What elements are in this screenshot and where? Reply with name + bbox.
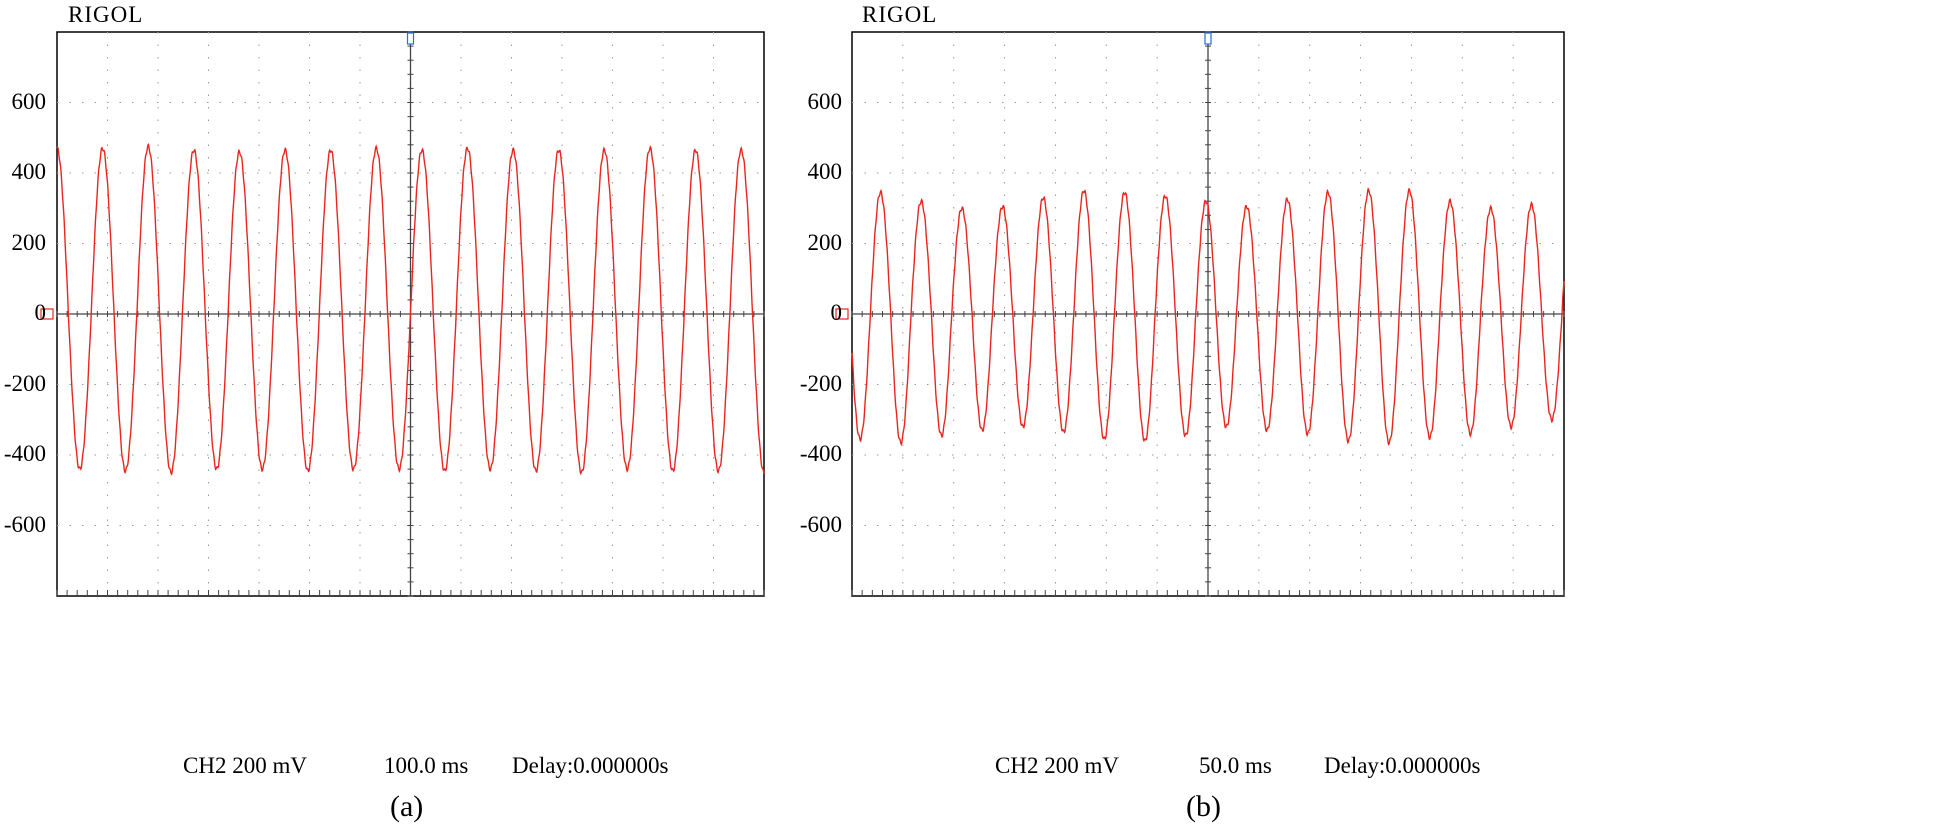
waveform-ch2 xyxy=(56,143,765,476)
channel-label: CH2 200 mV xyxy=(183,753,307,778)
channel-label: CH2 200 mV xyxy=(995,753,1119,778)
scope-panel-a: RIGOL 600 400 200 0 -200 -400 -600 CH2 200 mV … xyxy=(0,0,960,837)
y-tick-label: -400 xyxy=(3,441,46,466)
y-tick-label: 0 xyxy=(34,300,47,325)
y-tick-label: 600 xyxy=(11,88,47,114)
brand-label: RIGOL xyxy=(68,2,144,27)
channel-marker-icon xyxy=(40,308,54,320)
caption-a: (a) xyxy=(390,790,424,823)
y-tick-label: -600 xyxy=(3,511,46,537)
plot-area-a xyxy=(40,31,765,597)
y-tick-label: 600 xyxy=(807,88,843,114)
trigger-marker-icon xyxy=(406,32,415,45)
plot-area-b xyxy=(835,31,1565,597)
y-tick-label: -400 xyxy=(799,441,842,466)
scope-panel-b: RIGOL 600 400 200 0 -200 -400 -600 CH2 200 mV … xyxy=(795,0,1753,837)
brand-label: RIGOL xyxy=(862,2,938,27)
trigger-marker-icon xyxy=(1204,32,1212,45)
caption-b: (b) xyxy=(1186,790,1221,823)
timebase-label: 100.0 ms xyxy=(384,753,469,778)
channel-marker-icon xyxy=(835,308,849,320)
y-tick-label: 200 xyxy=(807,229,843,255)
delay-label: Delay:0.000000s xyxy=(1324,753,1481,778)
y-tick-label: 0 xyxy=(830,300,843,325)
waveform-ch2 xyxy=(851,187,1565,447)
axis-ticks xyxy=(851,31,1565,597)
y-tick-label: -200 xyxy=(3,370,46,396)
y-tick-label: 200 xyxy=(11,229,47,255)
y-tick-label: 400 xyxy=(807,159,843,184)
axis-ticks xyxy=(56,31,765,597)
y-tick-label: -200 xyxy=(799,370,842,396)
y-tick-label: 400 xyxy=(11,159,47,184)
y-tick-label: -600 xyxy=(799,511,842,537)
timebase-label: 50.0 ms xyxy=(1199,753,1272,778)
delay-label: Delay:0.000000s xyxy=(512,753,669,778)
